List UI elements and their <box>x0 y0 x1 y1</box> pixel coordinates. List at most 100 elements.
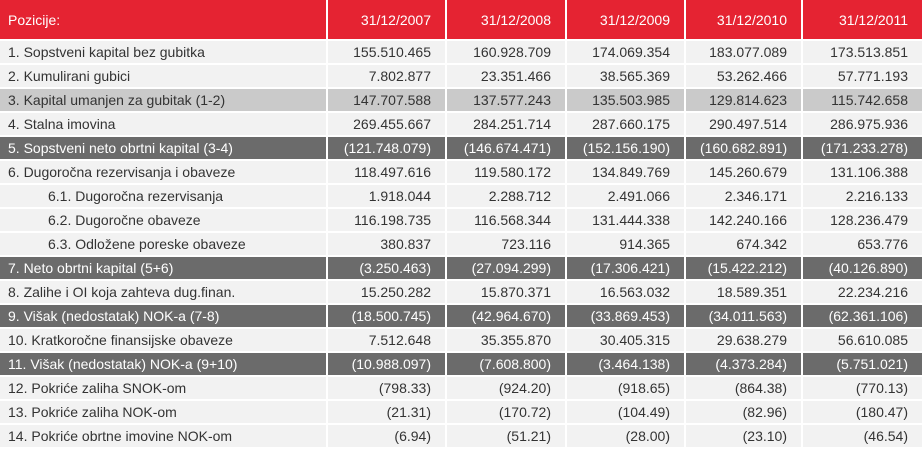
row-label: 6. Dugoročna rezervisanja i obaveze <box>0 161 328 185</box>
row-value: (33.869.453) <box>567 305 686 329</box>
row-value: (3.464.138) <box>567 353 686 377</box>
row-value: (40.126.890) <box>803 257 924 281</box>
row-value: 115.742.658 <box>803 89 924 113</box>
row-value: 129.814.623 <box>686 89 803 113</box>
header-row: Pozicije: 31/12/2007 31/12/2008 31/12/20… <box>0 0 924 41</box>
row-value: (104.49) <box>567 401 686 425</box>
row-value: (51.21) <box>447 425 567 449</box>
row-value: (42.964.670) <box>447 305 567 329</box>
row-value: 183.077.089 <box>686 41 803 65</box>
table-row: 11. Višak (nedostatak) NOK-a (9+10) (10.9… <box>0 353 924 377</box>
row-value: 15.250.282 <box>328 281 447 305</box>
table-row: 6.3. Odložene poreske obaveze 380.837 723.… <box>0 233 924 257</box>
row-value: 38.565.369 <box>567 65 686 89</box>
row-value: (798.33) <box>328 377 447 401</box>
row-value: 57.771.193 <box>803 65 924 89</box>
table-row: 12. Pokriće zaliha SNOK-om (798.33) (924.2… <box>0 377 924 401</box>
row-value: 29.638.279 <box>686 329 803 353</box>
row-value: 173.513.851 <box>803 41 924 65</box>
row-value: 914.365 <box>567 233 686 257</box>
row-value: (10.988.097) <box>328 353 447 377</box>
row-label: 6.1. Dugoročna rezervisanja <box>0 185 328 209</box>
row-value: (3.250.463) <box>328 257 447 281</box>
row-value: 290.497.514 <box>686 113 803 137</box>
table-row: 6. Dugoročna rezervisanja i obaveze 118.4… <box>0 161 924 185</box>
header-2011: 31/12/2011 <box>803 0 924 41</box>
row-value: (180.47) <box>803 401 924 425</box>
row-value: (170.72) <box>447 401 567 425</box>
table-row: 5. Sopstveni neto obrtni kapital (3-4) (1… <box>0 137 924 161</box>
row-value: 2.491.066 <box>567 185 686 209</box>
row-value: (17.306.421) <box>567 257 686 281</box>
row-value: 23.351.466 <box>447 65 567 89</box>
table-row: 9. Višak (nedostatak) NOK-a (7-8) (18.500… <box>0 305 924 329</box>
row-value: (15.422.212) <box>686 257 803 281</box>
row-value: 35.355.870 <box>447 329 567 353</box>
row-value: 118.497.616 <box>328 161 447 185</box>
row-value: (46.54) <box>803 425 924 449</box>
table-row: 14. Pokriće obrtne imovine NOK-om (6.94)(… <box>0 425 924 449</box>
row-value: 155.510.465 <box>328 41 447 65</box>
row-value: 287.660.175 <box>567 113 686 137</box>
row-value: (23.10) <box>686 425 803 449</box>
row-value: 116.198.735 <box>328 209 447 233</box>
table-row: 6.2. Dugoročne obaveze 116.198.735 116.568… <box>0 209 924 233</box>
row-value: 2.288.712 <box>447 185 567 209</box>
row-value: 7.802.877 <box>328 65 447 89</box>
table-row: 8. Zalihe i OI koja zahteva dug.finan. 15… <box>0 281 924 305</box>
row-value: (121.748.079) <box>328 137 447 161</box>
row-value: (62.361.106) <box>803 305 924 329</box>
row-value: (6.94) <box>328 425 447 449</box>
table-row: 3. Kapital umanjen za gubitak (1-2) 147.7… <box>0 89 924 113</box>
row-value: 653.776 <box>803 233 924 257</box>
row-value: 56.610.085 <box>803 329 924 353</box>
row-value: 131.106.388 <box>803 161 924 185</box>
row-value: 269.455.667 <box>328 113 447 137</box>
row-value: 119.580.172 <box>447 161 567 185</box>
row-value: (18.500.745) <box>328 305 447 329</box>
row-label: 3. Kapital umanjen za gubitak (1-2) <box>0 89 328 113</box>
row-label: 9. Višak (nedostatak) NOK-a (7-8) <box>0 305 328 329</box>
table-row: 13. Pokriće zaliha NOK-om (21.31) (170.72)… <box>0 401 924 425</box>
row-value: 135.503.985 <box>567 89 686 113</box>
row-value: (924.20) <box>447 377 567 401</box>
row-value: 145.260.679 <box>686 161 803 185</box>
row-value: (171.233.278) <box>803 137 924 161</box>
row-value: 2.216.133 <box>803 185 924 209</box>
row-value: (34.011.563) <box>686 305 803 329</box>
row-label: 6.2. Dugoročne obaveze <box>0 209 328 233</box>
row-value: 18.589.351 <box>686 281 803 305</box>
row-label: 13. Pokriće zaliha NOK-om <box>0 401 328 425</box>
row-value: (21.31) <box>328 401 447 425</box>
row-label: 2. Kumulirani gubici <box>0 65 328 89</box>
row-value: 16.563.032 <box>567 281 686 305</box>
row-value: (5.751.021) <box>803 353 924 377</box>
header-2010: 31/12/2010 <box>686 0 803 41</box>
row-label: 12. Pokriće zaliha SNOK-om <box>0 377 328 401</box>
table-row: 2. Kumulirani gubici 7.802.877 23.351.466 3… <box>0 65 924 89</box>
row-value: (918.65) <box>567 377 686 401</box>
row-value: 30.405.315 <box>567 329 686 353</box>
row-value: 134.849.769 <box>567 161 686 185</box>
row-value: 22.234.216 <box>803 281 924 305</box>
row-value: 131.444.338 <box>567 209 686 233</box>
row-value: (146.674.471) <box>447 137 567 161</box>
row-value: 160.928.709 <box>447 41 567 65</box>
header-2008: 31/12/2008 <box>447 0 567 41</box>
row-value: (7.608.800) <box>447 353 567 377</box>
row-value: 2.346.171 <box>686 185 803 209</box>
row-value: (82.96) <box>686 401 803 425</box>
row-value: 723.116 <box>447 233 567 257</box>
row-label: 8. Zalihe i OI koja zahteva dug.finan. <box>0 281 328 305</box>
row-value: 284.251.714 <box>447 113 567 137</box>
table-row: 6.1. Dugoročna rezervisanja 1.918.044 2.28… <box>0 185 924 209</box>
row-value: 128.236.479 <box>803 209 924 233</box>
row-value: (28.00) <box>567 425 686 449</box>
row-value: 15.870.371 <box>447 281 567 305</box>
row-value: 380.837 <box>328 233 447 257</box>
row-value: 142.240.166 <box>686 209 803 233</box>
row-value: 174.069.354 <box>567 41 686 65</box>
row-value: 116.568.344 <box>447 209 567 233</box>
header-2007: 31/12/2007 <box>328 0 447 41</box>
